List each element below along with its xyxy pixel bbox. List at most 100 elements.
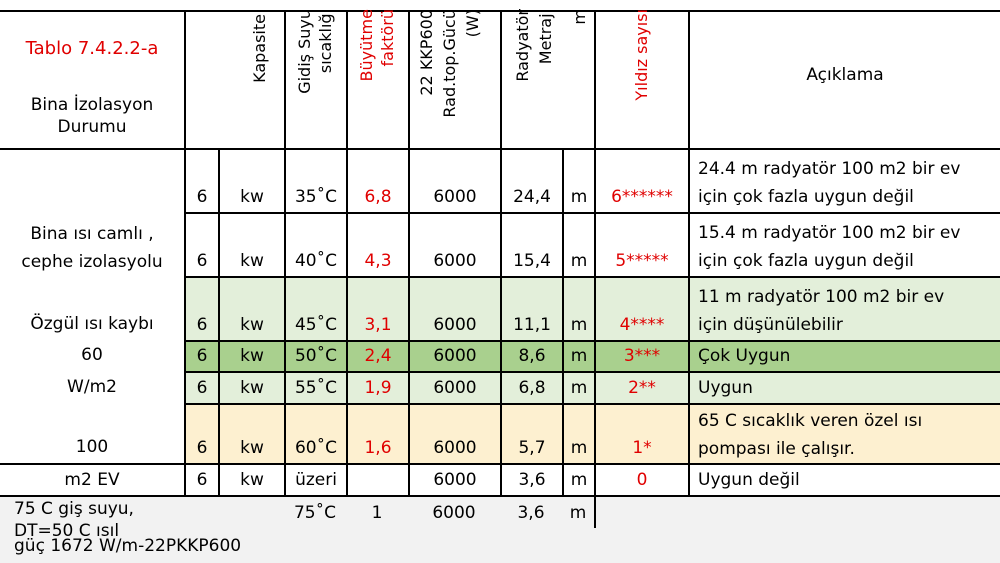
header-rad-l1: Radyatör (513, 9, 532, 82)
cell-temp: 40˚C (294, 251, 337, 271)
cell-meter-unit: m (570, 438, 588, 458)
header-kkp-l3: (W) (463, 9, 482, 38)
cell-capacity: 6 (196, 315, 208, 335)
footer-factor: 1 (371, 503, 383, 523)
cell-factor: 4,3 (364, 251, 392, 271)
row-bg-55 (184, 372, 1000, 404)
group-line4: 60 (81, 345, 103, 365)
cell-stars: 0 (636, 470, 648, 490)
group-line1: Bina ısı camlı , (30, 224, 154, 244)
header-gidis-l1: Gidiş Suyu (295, 9, 314, 94)
cell-temp: 60˚C (294, 438, 337, 458)
cell-unit: kw (240, 251, 264, 271)
cell-stars: 4**** (619, 315, 665, 335)
table-title: Tablo 7.4.2.2-a (25, 38, 159, 59)
cell-factor (348, 467, 408, 493)
cell-capacity: 6 (196, 438, 208, 458)
header-yildiz: Yıldız sayısı (632, 9, 651, 101)
header-bina-izolasyon: Bina İzolasyon Durumu (30, 95, 154, 137)
cell-meter-unit: m (570, 470, 588, 490)
cell-power: 6000 (433, 470, 477, 490)
cell-unit: kw (240, 315, 264, 335)
cell-meter-unit: m (570, 378, 588, 398)
cell-temp: 35˚C (294, 187, 337, 207)
footer-len: 3,6 (517, 503, 545, 523)
cell-capacity: 6 (196, 470, 208, 490)
footer-m: m (569, 503, 587, 523)
cell-factor: 2,4 (364, 346, 392, 366)
footer-note-2: güç 1672 W/m-22PKKP600 (14, 536, 242, 556)
header-buyutme-l1: Büyütme (357, 9, 376, 82)
footer-temp: 75˚C (293, 503, 336, 523)
cell-description: 15.4 m radyatör 100 m2 bir ev (698, 223, 961, 243)
cell-length: 5,7 (518, 438, 546, 458)
cell-factor: 1,6 (364, 438, 392, 458)
cell-description: için çok fazla uygun değil (698, 251, 914, 271)
cell-stars: 5***** (615, 251, 669, 271)
group-line6: 100 (75, 437, 109, 457)
cell-power: 6000 (433, 346, 477, 366)
cell-length: 3,6 (518, 470, 546, 490)
cell-temp: 45˚C (294, 315, 337, 335)
header-aciklama: Açıklama (806, 65, 884, 85)
cell-temp: üzeri (295, 470, 337, 490)
cell-unit: kw (240, 470, 264, 490)
cell-description: için düşünülebilir (698, 315, 843, 335)
cell-stars: 2** (628, 378, 656, 398)
cell-meter-unit: m (570, 315, 588, 335)
cell-capacity: 6 (196, 378, 208, 398)
cell-unit: kw (240, 378, 264, 398)
cell-length: 6,8 (518, 378, 546, 398)
cell-power: 6000 (433, 315, 477, 335)
cell-factor: 1,9 (364, 378, 392, 398)
cell-capacity: 6 (196, 346, 208, 366)
row-bg-45 (184, 276, 690, 340)
cell-factor: 3,1 (364, 315, 392, 335)
cell-length: 11,1 (513, 315, 551, 335)
footer-note-1: 75 C giş suyu, DT=50 C ısıl (14, 499, 134, 541)
cell-capacity: 6 (196, 251, 208, 271)
group-line2: cephe izolasyolu (21, 252, 163, 272)
cell-temp: 50˚C (294, 346, 337, 366)
header-buyutme-l2: faktörü (378, 9, 397, 67)
cell-power: 6000 (433, 251, 477, 271)
cell-stars: 3*** (623, 346, 661, 366)
header-kapasite: Kapasite (250, 14, 269, 83)
row-bg-45-desc (690, 276, 1000, 340)
cell-length: 15,4 (513, 251, 551, 271)
cell-description: 11 m radyatör 100 m2 bir ev (698, 287, 945, 307)
header-kkp-l1: 22 KKP600 (417, 9, 436, 96)
cell-power: 6000 (433, 378, 477, 398)
group-line3: Özgül ısı kaybı (30, 314, 154, 334)
header-kkp-l2: Rad.top.Gücü (440, 9, 459, 118)
cell-length: 8,6 (518, 346, 546, 366)
cell-unit: kw (240, 187, 264, 207)
cell-description: 65 C sıcaklık veren özel ısı (698, 411, 923, 431)
cell-stars: 1* (632, 438, 652, 458)
header-gidis-l2: sıcaklığı (316, 9, 335, 74)
cell-description: 24.4 m radyatör 100 m2 bir ev (698, 159, 961, 179)
cell-length: 24,4 (513, 187, 551, 207)
cell-temp: 55˚C (294, 378, 337, 398)
cell-meter-unit: m (570, 251, 588, 271)
cell-description: pompası ile çalışır. (698, 439, 855, 459)
cell-description: Uygun (698, 378, 753, 398)
cell-power: 6000 (433, 438, 477, 458)
group-line7: m2 EV (64, 470, 120, 490)
header-rad-l2: Metraji (536, 9, 555, 65)
group-line5: W/m2 (67, 377, 117, 397)
row-bg-50 (184, 340, 1000, 372)
cell-description: Çok Uygun (698, 346, 791, 366)
cell-description: için çok fazla uygun değil (698, 187, 914, 207)
cell-power: 6000 (433, 187, 477, 207)
header-rad-l3: m (570, 9, 589, 25)
cell-stars: 6****** (611, 187, 673, 207)
cell-unit: kw (240, 346, 264, 366)
cell-factor: 6,8 (364, 187, 392, 207)
footer-power: 6000 (432, 503, 476, 523)
footer-bg (0, 496, 1000, 563)
cell-meter-unit: m (570, 346, 588, 366)
row-bg-60 (184, 404, 1000, 464)
cell-description: Uygun değil (698, 470, 800, 490)
